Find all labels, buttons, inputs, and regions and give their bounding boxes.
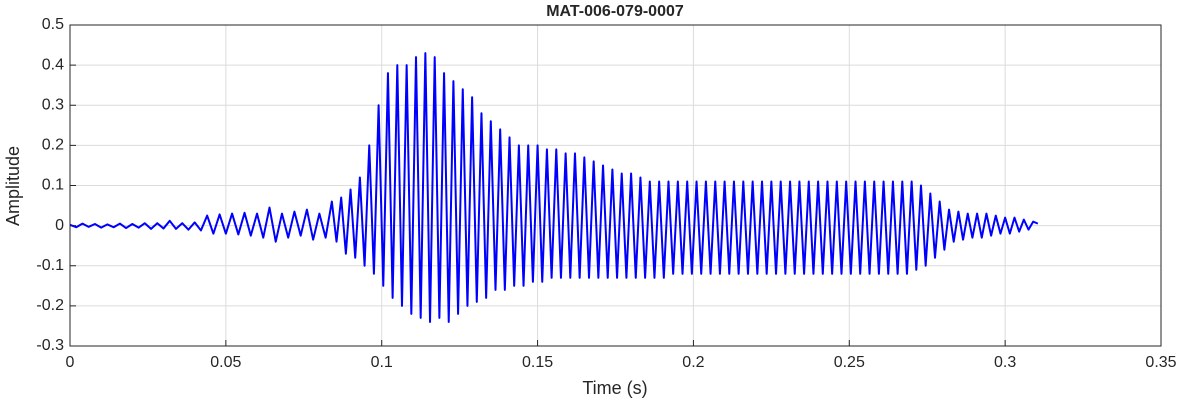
y-tick-label: -0.2	[36, 297, 64, 314]
chart-title: MAT-006-079-0007	[546, 3, 684, 20]
x-tick-label: 0.35	[1145, 354, 1176, 371]
y-tick-label: -0.3	[36, 337, 64, 354]
y-tick-label: 0.1	[42, 177, 64, 194]
signal-line	[69, 52, 1039, 323]
axes-box	[69, 24, 1162, 347]
y-axis-label: Amplitude	[3, 146, 23, 226]
y-tick-label: -0.1	[36, 257, 64, 274]
x-axis-label: Time (s)	[582, 378, 647, 398]
x-tick-label: 0.25	[834, 354, 865, 371]
y-tick-label: 0.3	[42, 96, 64, 113]
y-tick-label: 0	[55, 217, 64, 234]
x-tick-label: 0.1	[371, 354, 393, 371]
y-tick-label: 0.5	[42, 16, 64, 33]
x-tick-label: 0	[66, 354, 75, 371]
y-tick-label: 0.2	[42, 137, 64, 154]
x-tick-label: 0.15	[522, 354, 553, 371]
x-tick-label: 0.3	[994, 354, 1016, 371]
x-tick-label: 0.05	[210, 354, 241, 371]
y-tick-label: 0.4	[42, 56, 64, 73]
x-tick-label: 0.2	[682, 354, 704, 371]
